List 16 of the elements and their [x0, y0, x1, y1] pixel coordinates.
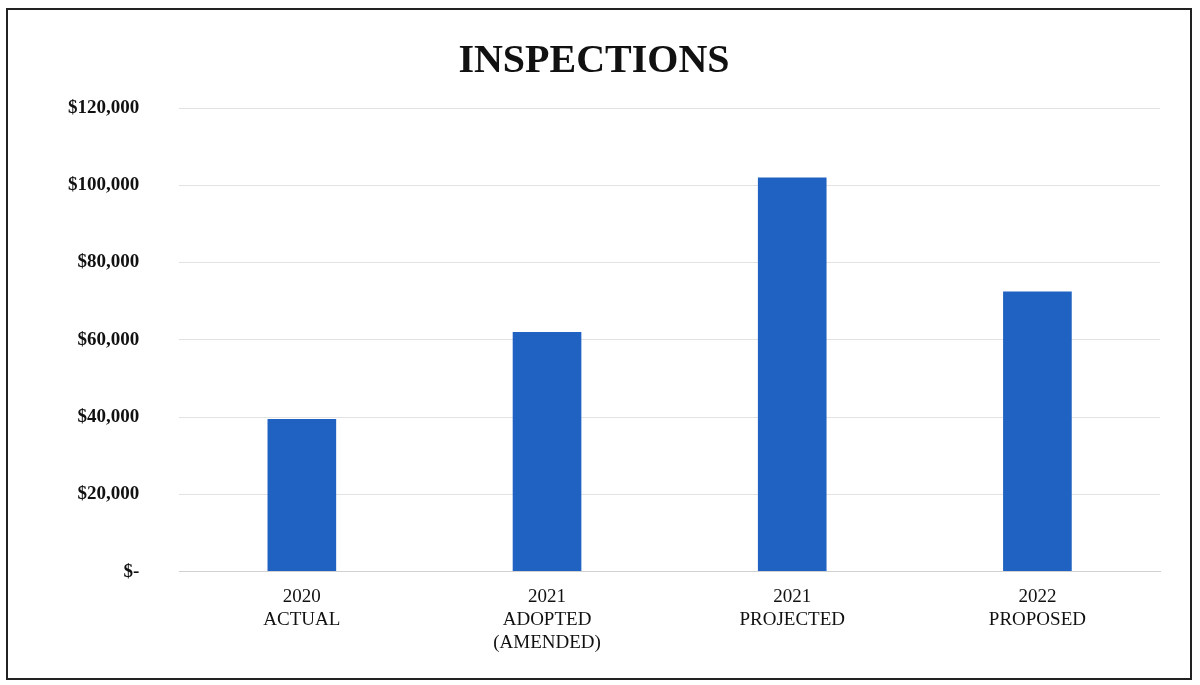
bar — [1003, 291, 1072, 572]
y-tick-label: $40,000 — [77, 404, 140, 426]
x-tick-label: 2022 PROPOSED — [988, 584, 1086, 629]
y-tick-label: $- — [123, 559, 140, 581]
bar — [512, 332, 582, 572]
bar — [757, 177, 827, 572]
y-tick-label: $20,000 — [77, 482, 140, 504]
x-tick-label: 2021 PROJECTED — [739, 584, 846, 629]
y-tick-label: $100,000 — [68, 173, 140, 195]
bar — [267, 419, 337, 572]
x-tick-label: 2020 ACTUAL — [263, 584, 341, 629]
y-tick-label: $120,000 — [68, 95, 140, 117]
chart-title: INSPECTIONS — [458, 36, 730, 82]
x-tick-label: 2021 ADOPTED (AMENDED) — [493, 584, 601, 653]
y-tick-label: $60,000 — [77, 327, 140, 349]
y-tick-label: $80,000 — [77, 250, 140, 272]
